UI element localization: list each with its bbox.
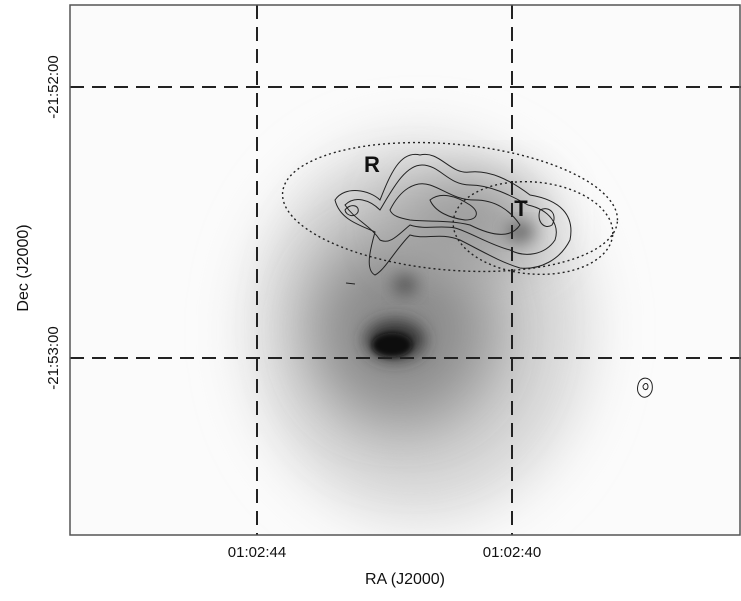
y-tick-label: -21:53:00: [45, 326, 62, 389]
x-axis-title: RA (J2000): [365, 571, 445, 588]
y-tick-label: -21:52:00: [45, 55, 62, 118]
region-label: T: [514, 196, 528, 221]
x-tick-label: 01:02:44: [228, 544, 286, 561]
image: [70, 5, 741, 535]
figure: R T 01:02:44 01:02:40 RA (J2000) -21:52:…: [0, 0, 741, 596]
y-axis-title: Dec (J2000): [15, 224, 32, 311]
region-label: R: [364, 152, 380, 177]
x-tick-label: 01:02:40: [483, 544, 541, 561]
